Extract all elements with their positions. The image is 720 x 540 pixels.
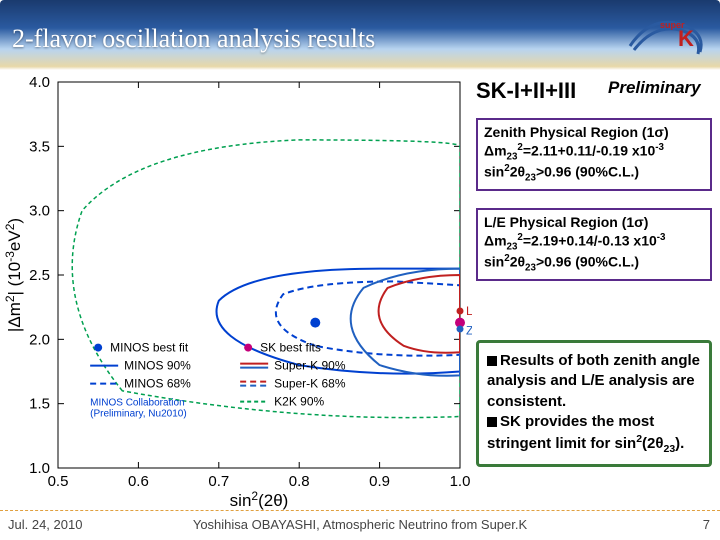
svg-text:K: K [678,26,694,51]
svg-text:0.6: 0.6 [128,473,149,490]
svg-text:K2K 90%: K2K 90% [274,395,324,409]
le-title: L/E Physical Region (1σ) [484,214,704,232]
oscillation-chart: 0.5 0.6 0.7 0.8 0.9 1.0 1.0 1.5 2.0 2.5 3.0 3.5 4.0 s… [4,74,472,510]
le-sin: sin22θ23>0.96 (90%C.L.) [484,253,704,275]
footer-author: Yoshihisa OBAYASHI, Atmospheric Neutrino… [0,517,720,532]
square-bullet-icon [487,417,497,427]
svg-text:MINOS 68%: MINOS 68% [124,377,191,391]
slide-header: 2-flavor oscillation analysis results su… [0,0,720,70]
svg-text:MINOS best fit: MINOS best fit [110,341,189,355]
results-summary-box: Results of both zenith angle analysis an… [476,340,712,467]
svg-text:4.0: 4.0 [29,74,50,91]
svg-text:0.8: 0.8 [289,473,310,490]
svg-text:Zenith: Zenith [466,323,472,337]
result-bullet-2: SK provides the most stringent limit for… [487,412,701,456]
preliminary-label: Preliminary [608,78,701,98]
svg-text:MINOS Collaboration: MINOS Collaboration [90,398,184,409]
svg-text:SK best fits: SK best fits [260,341,321,355]
svg-text:1.0: 1.0 [450,473,471,490]
result-bullet-1: Results of both zenith angle analysis an… [487,351,701,412]
slide-footer: Jul. 24, 2010 Yoshihisa OBAYASHI, Atmosp… [0,510,720,540]
svg-text:0.5: 0.5 [48,473,69,490]
svg-text:2.0: 2.0 [29,331,50,348]
sk-phases-heading: SK-I+II+III [476,78,576,104]
zenith-sin: sin22θ23>0.96 (90%C.L.) [484,163,704,185]
zenith-title: Zenith Physical Region (1σ) [484,124,704,142]
svg-text:2.5: 2.5 [29,267,50,284]
svg-text:L/E: L/E [466,304,472,318]
svg-text:Super-K 90%: Super-K 90% [274,359,346,373]
zenith-region-box: Zenith Physical Region (1σ) Δm232=2.11+0… [476,118,712,191]
svg-text:0.9: 0.9 [369,473,390,490]
svg-text:sin2(2θ): sin2(2θ) [230,489,289,510]
svg-text:1.0: 1.0 [29,460,50,477]
le-region-box: L/E Physical Region (1σ) Δm232=2.19+0.14… [476,208,712,281]
svg-text:3.5: 3.5 [29,138,50,155]
svg-text:(Preliminary, Nu2010): (Preliminary, Nu2010) [90,409,187,420]
svg-text:|Δm2| (10-3eV2): |Δm2| (10-3eV2) [4,218,24,332]
footer-page: 7 [703,517,710,532]
slide-body: 0.5 0.6 0.7 0.8 0.9 1.0 1.0 1.5 2.0 2.5 3.0 3.5 4.0 s… [0,70,720,510]
square-bullet-icon [487,356,497,366]
svg-text:0.7: 0.7 [208,473,229,490]
superk-logo-icon: super K [620,6,710,62]
le-dm: Δm232=2.19+0.14/-0.13 x10-3 [484,232,704,254]
slide-title: 2-flavor oscillation analysis results [12,24,375,54]
svg-text:MINOS 90%: MINOS 90% [124,359,191,373]
svg-text:Super-K 68%: Super-K 68% [274,377,346,391]
svg-text:1.5: 1.5 [29,396,50,413]
svg-text:3.0: 3.0 [29,203,50,220]
zenith-dm: Δm232=2.11+0.11/-0.19 x10-3 [484,142,704,164]
